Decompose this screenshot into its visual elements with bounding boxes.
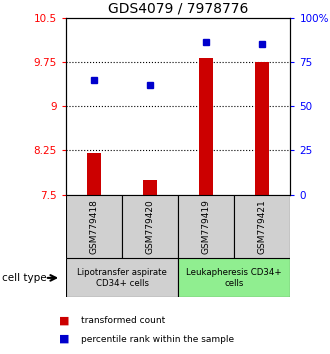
Text: percentile rank within the sample: percentile rank within the sample (81, 335, 234, 344)
Text: Leukapheresis CD34+
cells: Leukapheresis CD34+ cells (186, 268, 282, 287)
Bar (87, 153, 101, 195)
Bar (199, 58, 213, 195)
Bar (178, 258, 290, 297)
Text: transformed count: transformed count (81, 316, 165, 325)
Bar (178, 195, 234, 258)
Text: GSM779420: GSM779420 (146, 199, 155, 254)
Text: Lipotransfer aspirate
CD34+ cells: Lipotransfer aspirate CD34+ cells (77, 268, 167, 287)
Text: cell type: cell type (2, 273, 46, 283)
Text: GSM779419: GSM779419 (202, 199, 211, 254)
Bar (66, 258, 178, 297)
Text: ■: ■ (59, 334, 70, 344)
Bar (143, 180, 157, 195)
Text: GSM779421: GSM779421 (258, 199, 267, 254)
Bar (66, 195, 122, 258)
Text: GSM779418: GSM779418 (89, 199, 99, 254)
Bar (255, 62, 269, 195)
Bar (122, 195, 178, 258)
Text: ■: ■ (59, 315, 70, 325)
Bar (234, 195, 290, 258)
Title: GDS4079 / 7978776: GDS4079 / 7978776 (108, 1, 248, 15)
